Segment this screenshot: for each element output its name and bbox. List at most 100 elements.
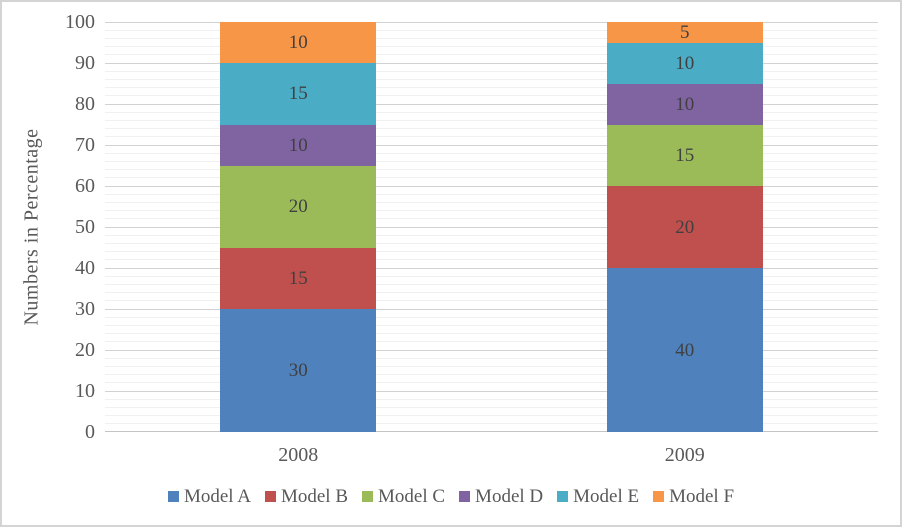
segment-value-label: 15 [675,144,695,166]
gridline-minor [105,218,878,220]
gridline-minor [105,46,878,48]
gridline-minor [105,37,878,39]
segment-value-label: 15 [288,83,308,105]
gridline-major [105,21,878,23]
legend-item-model-c[interactable]: Model C [362,487,445,506]
gridline-minor [105,234,878,236]
bar-segment-2008-model-e[interactable]: 15 [220,63,377,125]
gridline-minor [105,119,878,121]
bar-segment-2009-model-e[interactable]: 10 [606,42,763,84]
legend-item-model-e[interactable]: Model E [557,487,639,506]
bar-2008: 30 15 20 10 15 10 [220,22,377,432]
legend-item-model-f[interactable]: Model F [653,487,734,506]
gridline-major [105,267,878,269]
legend-item-model-d[interactable]: Model D [459,487,543,506]
segment-value-label: 20 [288,196,308,217]
gridline-minor [105,398,878,400]
legend-swatch-model-f [653,491,665,502]
legend-label: Model E [573,486,640,507]
gridline-minor [105,300,878,302]
gridline-minor [105,423,878,425]
legend-swatch-model-a [167,491,179,502]
y-tick-label: 100 [65,11,95,33]
gridline-minor [105,177,878,179]
x-axis-label-2008: 2008 [278,444,319,466]
gridline-major [105,103,878,105]
bar-segment-2008-model-b[interactable]: 15 [220,247,377,309]
gridline-minor [105,324,878,326]
gridline-minor [105,292,878,294]
gridline-minor [105,275,878,277]
gridline-major [105,62,878,64]
segment-value-label: 10 [288,134,308,156]
gridline-minor [105,87,878,89]
y-tick-label: 10 [75,380,95,402]
plot-area: 30 15 20 10 15 10 40 20 15 10 10 5 [105,21,878,432]
segment-value-label: 5 [680,22,690,43]
gridline-minor [105,111,878,113]
gridline-minor [105,29,878,31]
gridline-minor [105,316,878,318]
bar-segment-2008-model-d[interactable]: 10 [220,124,377,166]
segment-value-label: 30 [288,360,308,381]
legend-item-model-a[interactable]: Model A [167,486,251,507]
y-tick-label: 20 [75,339,95,361]
segment-value-label: 20 [675,216,695,238]
legend-swatch-model-b [264,491,276,502]
gridline-minor [105,201,878,203]
gridline-minor [105,251,878,253]
gridline-minor [105,382,878,384]
bar-segment-2008-model-a[interactable]: 30 [220,309,377,432]
segment-value-label: 10 [675,93,695,115]
gridline-minor [105,54,878,56]
gridline-minor [105,341,878,343]
bar-segment-2009-model-b[interactable]: 20 [606,186,763,268]
y-tick-label: 90 [75,52,95,74]
x-axis-label-2009: 2009 [664,444,705,466]
gridline-major [105,349,878,351]
gridline-minor [105,210,878,212]
segment-value-label: 10 [288,32,308,53]
gridline-minor [105,283,878,285]
y-tick-label: 70 [75,134,95,156]
legend-label: Model F [669,486,735,507]
gridline-minor [105,357,878,359]
gridline-minor [105,242,878,244]
gridline-minor [105,259,878,261]
y-tick-label: 40 [75,257,95,279]
legend: Model A Model B Model C Model D Model E Model… [2,487,900,506]
gridline-minor [105,128,878,130]
legend-item-model-b[interactable]: Model B [264,487,348,506]
legend-label: Model D [475,486,544,507]
bar-segment-2009-model-f[interactable]: 5 [606,22,763,43]
gridline-minor [105,374,878,376]
gridline-major [105,390,878,392]
bar-segment-2008-model-f[interactable]: 10 [220,22,377,63]
bar-segment-2009-model-c[interactable]: 15 [606,124,763,186]
gridline-minor [105,193,878,195]
y-tick-label: 50 [75,216,95,238]
segment-value-label: 15 [288,267,308,289]
gridline-minor [105,365,878,367]
gridline-major [105,144,878,146]
gridline-major [105,308,878,310]
segment-value-label: 10 [675,52,695,74]
gridline-major [105,185,878,187]
gridline-minor [105,160,878,162]
bar-segment-2009-model-a[interactable]: 40 [606,268,763,432]
x-axis-line [105,431,878,432]
legend-label: Model C [378,486,446,507]
bar-segment-2008-model-c[interactable]: 20 [220,165,377,248]
y-tick-label: 0 [85,421,95,443]
legend-swatch-model-c [362,491,374,502]
segment-value-label: 40 [675,339,695,361]
y-axis: 0 10 20 30 40 50 60 70 80 90 100 [2,12,95,442]
gridline-minor [105,169,878,171]
legend-label: Model A [183,486,251,507]
gridline-minor [105,136,878,138]
gridline-minor [105,333,878,335]
gridline-minor [105,152,878,154]
bar-segment-2009-model-d[interactable]: 10 [606,83,763,125]
gridline-minor [105,70,878,72]
